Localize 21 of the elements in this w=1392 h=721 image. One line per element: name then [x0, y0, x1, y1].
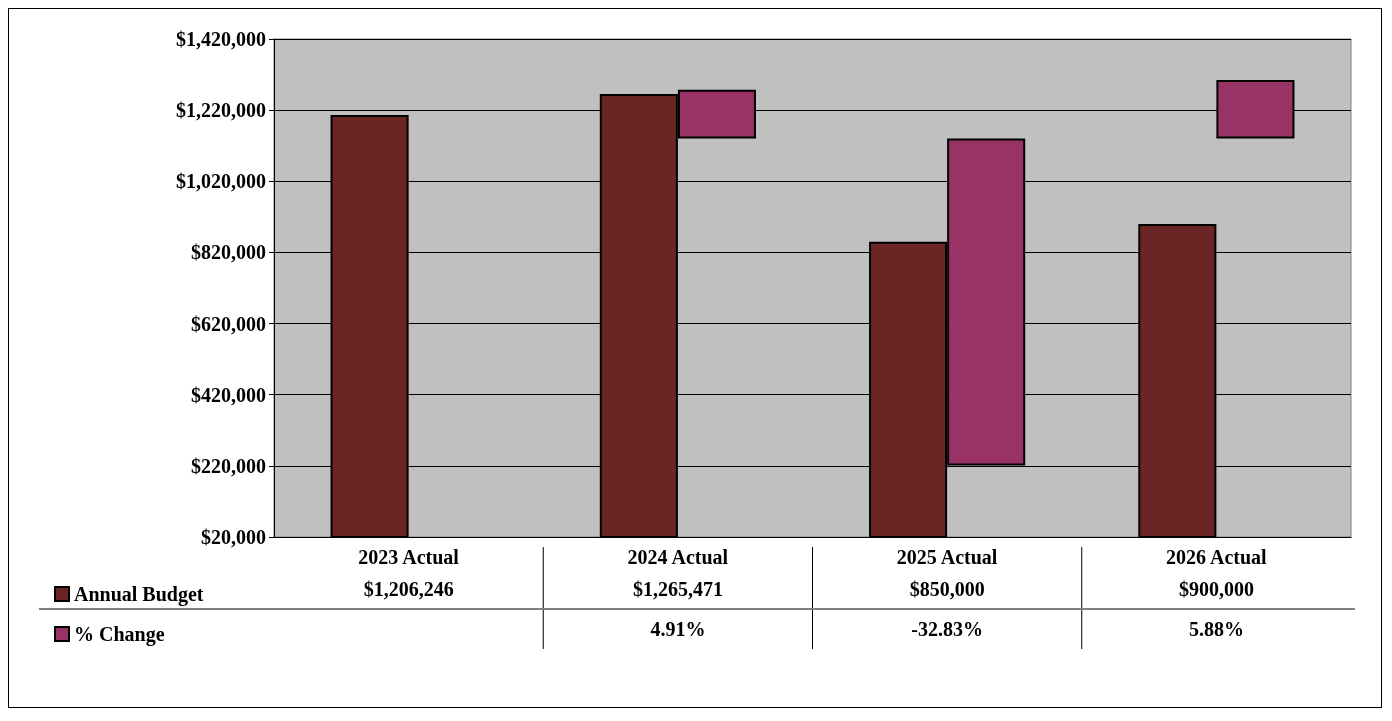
data-label: -32.83%: [911, 618, 983, 640]
y-tick-label: $1,020,000: [176, 170, 266, 193]
y-tick-label: $620,000: [191, 312, 266, 335]
data-label: 5.88%: [1188, 618, 1244, 640]
y-tick-label: $220,000: [191, 454, 266, 477]
x-tick-label: 2023 Actual: [358, 546, 460, 568]
x-tick-label: 2025 Actual: [896, 546, 998, 568]
y-tick-label: $1,220,000: [176, 99, 266, 122]
data-label: $1,265,471: [632, 578, 723, 600]
data-label: 4.91%: [650, 618, 706, 640]
x-tick-label: 2024 Actual: [627, 546, 729, 568]
y-tick-label: $420,000: [191, 383, 266, 406]
y-tick-label: $820,000: [191, 241, 266, 264]
data-label: $850,000: [909, 578, 985, 600]
y-tick-label: $20,000: [201, 526, 266, 548]
legend-label: % Change: [74, 623, 165, 646]
legend-label: Annual Budget: [74, 583, 204, 606]
x-tick-label: 2026 Actual: [1166, 546, 1268, 568]
data-label: $1,206,246: [363, 578, 454, 600]
y-tick-label: $1,420,000: [176, 28, 266, 50]
data-label: $900,000: [1178, 578, 1254, 600]
